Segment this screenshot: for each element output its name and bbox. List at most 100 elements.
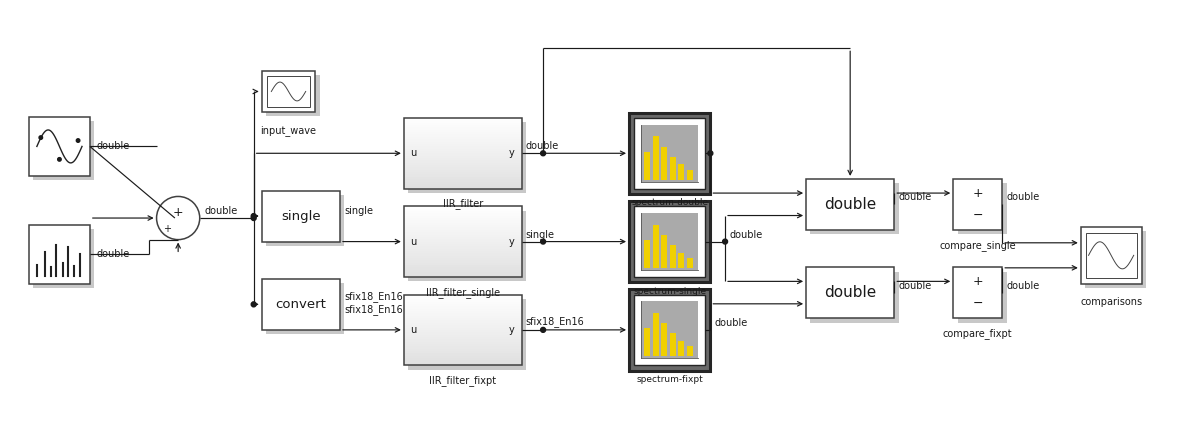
Bar [403,216,522,218]
Bar [403,237,522,239]
Text: double: double [824,285,876,300]
Bar [1086,233,1136,278]
Text: y: y [509,325,515,335]
Bar [403,186,522,189]
Text: IIR_filter_single: IIR_filter_single [426,287,499,297]
Text: double: double [97,141,130,151]
Bar [635,206,704,277]
Bar [262,191,340,242]
Bar [403,327,522,330]
Bar [403,349,522,351]
Bar [403,272,522,275]
Bar [644,328,650,356]
Bar [403,125,522,128]
Bar [641,213,698,270]
Text: double: double [1006,192,1039,202]
Bar [661,147,667,180]
Bar [403,334,522,337]
Bar [403,320,522,323]
Bar [403,170,522,172]
Bar [958,183,1007,234]
Bar [403,256,522,258]
Bar [635,118,704,189]
Bar [958,271,1007,323]
Bar [629,201,710,282]
Bar [403,184,522,186]
Bar [403,128,522,130]
Circle shape [251,302,256,307]
Bar [403,220,522,223]
Bar [403,182,522,184]
Bar [403,179,522,182]
Bar [403,132,522,135]
Bar [403,167,522,170]
Bar [403,177,522,179]
Bar [403,297,522,299]
Circle shape [251,214,256,219]
Text: u: u [410,325,416,335]
Bar [403,235,522,237]
Bar [403,316,522,318]
Text: compare_fixpt: compare_fixpt [943,328,1013,339]
Bar [810,271,899,323]
Bar [403,211,522,213]
Bar [403,360,522,363]
Text: spectrum-fixpt: spectrum-fixpt [636,375,703,384]
Text: double: double [205,206,238,216]
Bar [629,289,710,370]
Text: +: + [173,206,184,219]
Bar [678,165,684,180]
Bar [403,302,522,304]
Text: u: u [410,148,416,158]
Bar [403,294,522,297]
Bar [403,156,522,158]
Bar [403,118,522,120]
Bar [403,209,522,211]
Bar [403,151,522,153]
Bar [678,253,684,268]
Bar [403,153,522,156]
Bar [403,123,522,125]
Bar [403,313,522,316]
Text: +: + [972,275,983,288]
Bar [403,137,522,139]
Text: sfix18_En16: sfix18_En16 [526,316,584,327]
Text: single: single [344,206,373,216]
Text: double: double [1006,281,1039,291]
Bar [403,275,522,277]
Text: spectrum-single: spectrum-single [634,287,707,296]
Bar [403,139,522,142]
Bar [268,76,310,107]
Bar [644,240,650,268]
Bar [403,142,522,144]
Bar [403,260,522,263]
Bar [403,325,522,327]
Bar [403,363,522,365]
Bar [403,158,522,160]
Bar [403,339,522,341]
Bar [29,225,90,284]
Bar [403,118,522,189]
Bar [653,136,659,180]
Bar [641,125,698,182]
Bar [403,242,522,244]
Circle shape [541,151,546,156]
Text: IIR_filter_fixpt: IIR_filter_fixpt [430,375,497,386]
Bar [403,218,522,220]
Bar [644,152,650,180]
Text: double: double [899,281,931,291]
Circle shape [40,136,42,139]
Bar [403,213,522,216]
Bar [661,323,667,356]
Text: IIR_filter: IIR_filter [443,198,482,209]
Circle shape [708,151,713,156]
Bar [403,230,522,232]
Bar [403,249,522,251]
Bar [653,313,659,356]
Bar [34,121,95,180]
Circle shape [77,139,80,142]
Bar [403,206,522,209]
Bar [403,146,522,149]
Bar [403,227,522,230]
Circle shape [722,239,727,244]
